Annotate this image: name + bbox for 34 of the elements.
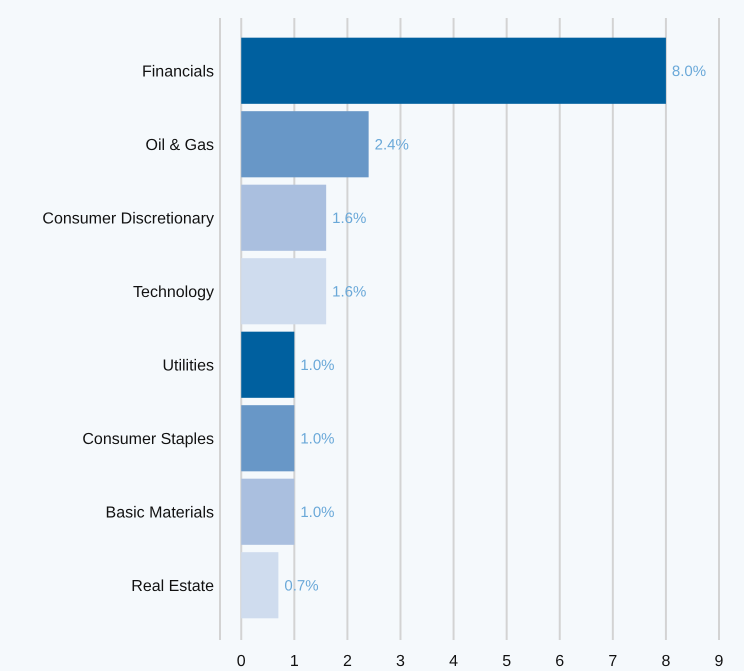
bar [241,478,294,545]
y-tick-label: Technology [133,284,214,301]
x-tick-label: 6 [555,653,564,670]
x-tick-label: 8 [661,653,670,670]
data-label: 8.0% [672,63,706,80]
y-tick-label: Consumer Staples [82,430,214,448]
x-tick-label: 7 [608,653,618,670]
bar [241,552,278,618]
y-tick-label: Oil & Gas [146,136,214,154]
data-label: 1.0% [300,430,335,448]
x-tick-label: 5 [502,653,512,670]
y-tick-label: Basic Materials [106,504,214,522]
x-tick-label: 9 [714,653,724,670]
y-tick-label: Consumer Discretionary [42,210,214,228]
data-label: 2.4% [374,136,409,154]
x-tick-label: 4 [449,653,458,670]
y-tick-label: Financials [142,63,214,80]
bar [241,405,294,472]
data-label: 0.7% [284,578,319,594]
y-tick-label: Real Estate [131,578,214,595]
bar [241,258,326,324]
bar [241,184,326,251]
y-tick-label: Utilities [162,357,214,374]
data-label: 1.6% [332,284,366,300]
x-tick-label: 3 [396,653,406,670]
data-label: 1.6% [332,210,366,227]
bar [241,38,666,104]
bar [241,111,369,178]
x-tick-label: 2 [342,653,352,670]
data-label: 1.0% [300,504,335,521]
x-tick-label: 0 [236,653,246,670]
bar [241,332,294,398]
x-tick-label: 1 [290,653,299,670]
data-label: 1.0% [300,357,335,374]
